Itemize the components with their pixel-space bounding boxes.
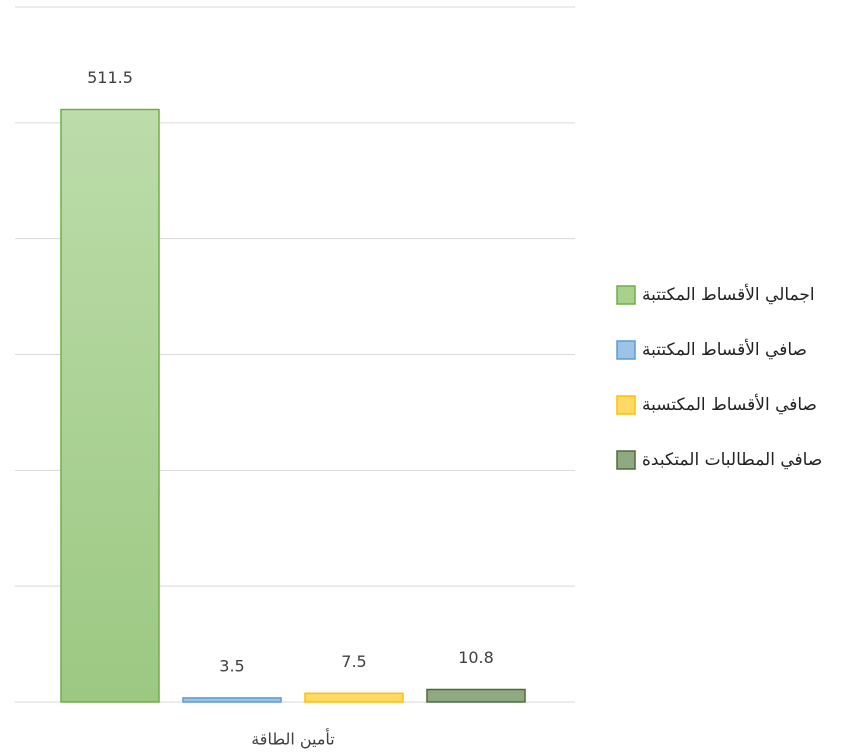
legend-label: صافي الأقساط المكتتبة	[642, 339, 807, 360]
legend-label: صافي الأقساط المكتسبة	[642, 394, 817, 415]
data-label: 3.5	[219, 656, 244, 675]
x-tick-label: تأمين الطاقة	[251, 728, 335, 750]
legend-swatch	[616, 340, 636, 360]
legend-swatch	[616, 285, 636, 305]
legend-label: صافي المطالبات المتكبدة	[642, 450, 822, 470]
data-label: 7.5	[341, 652, 366, 671]
bar	[60, 108, 160, 703]
legend-label: اجمالي الأقساط المكتتبة	[642, 284, 815, 305]
bar	[304, 692, 404, 703]
legend-swatch	[616, 450, 636, 470]
bar	[426, 688, 526, 703]
data-label: 511.5	[87, 68, 133, 87]
legend-swatch	[616, 395, 636, 415]
bar	[182, 697, 282, 703]
data-label: 10.8	[458, 648, 494, 667]
